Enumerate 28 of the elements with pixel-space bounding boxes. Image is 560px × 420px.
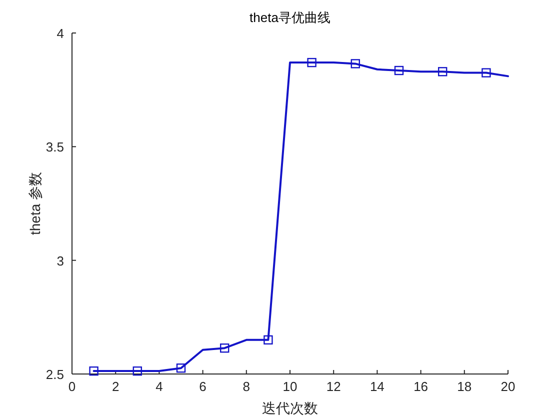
- y-tick-label: 3: [56, 253, 64, 268]
- y-tick-label: 3.5: [46, 140, 64, 155]
- point: [350, 59, 360, 68]
- x-tick-label: 4: [156, 379, 163, 394]
- y-tick-label: 4: [56, 26, 64, 41]
- x-tick-label: 16: [414, 379, 428, 394]
- x-tick-label: 20: [500, 379, 516, 394]
- point: [264, 335, 273, 344]
- x-axis-title: 迭代次数: [262, 400, 318, 416]
- point: [394, 66, 404, 76]
- x-tick-label: 12: [326, 379, 341, 394]
- point: [438, 67, 448, 76]
- x-tick-label: 10: [282, 379, 298, 394]
- x-tick-label: 8: [242, 379, 250, 394]
- x-tick-label: 6: [199, 379, 206, 394]
- point: [220, 343, 230, 353]
- x-tick-label: 2: [112, 379, 120, 394]
- chart-title: theta寻优曲线: [250, 10, 330, 25]
- y-tick-label: 2.5: [46, 367, 64, 382]
- point: [132, 366, 142, 376]
- x-tick-label: 0: [68, 379, 76, 394]
- point: [482, 68, 491, 78]
- point: [89, 366, 98, 376]
- x-tick-label: 14: [370, 379, 384, 394]
- y-axis-title: theta 参数: [27, 172, 43, 236]
- point: [307, 58, 316, 68]
- point: [176, 363, 186, 373]
- x-tick-label: 18: [457, 379, 472, 394]
